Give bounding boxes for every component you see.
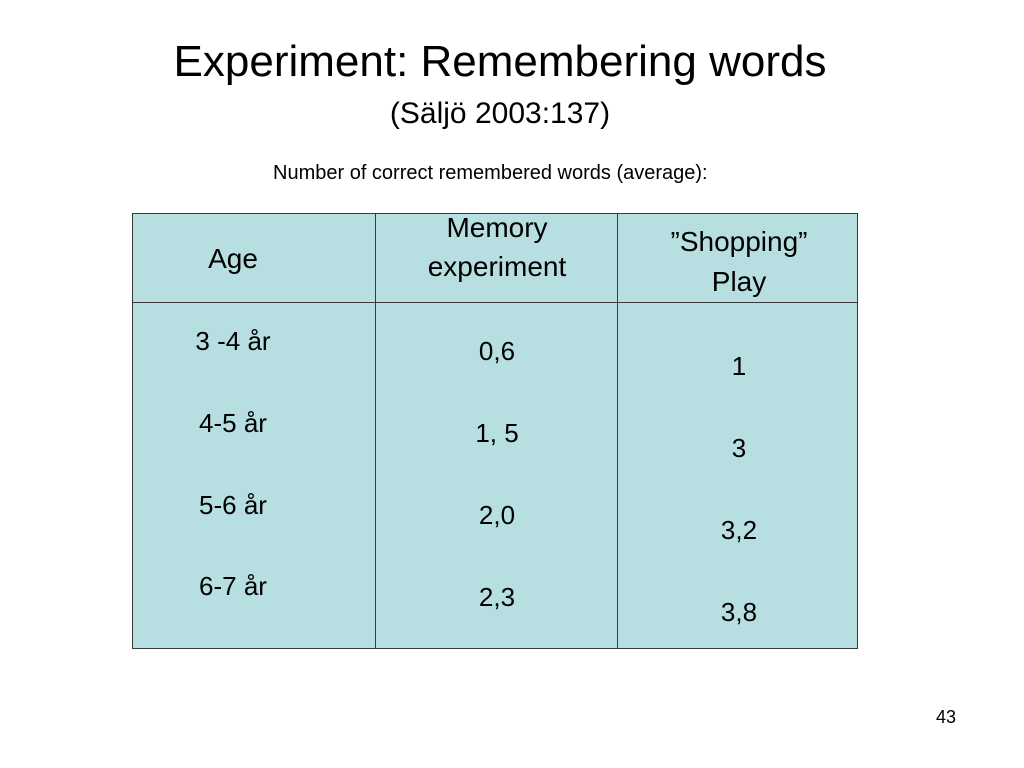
cell-age: 4-5 år [199,408,267,438]
slide-title: Experiment: Remembering words [173,37,827,86]
page-number: 43 [936,707,957,727]
column-divider [375,214,376,648]
cell-age: 3 -4 år [195,326,271,356]
cell-age: 5-6 år [199,490,267,520]
slide-subtitle: (Säljö 2003:137) [389,97,611,130]
cell-shopping: 3,2 [720,515,758,545]
cell-memory: 1, 5 [475,418,519,448]
cell-shopping: 3 [731,433,747,463]
header-age: Age [208,243,258,274]
header-memory-line1: Memory [446,212,548,243]
header-shopping-line1: ”Shopping” [670,226,808,257]
header-divider [133,302,857,303]
cell-age: 6-7 år [199,571,267,601]
cell-memory: 0,6 [478,336,516,366]
cell-shopping: 1 [731,351,747,381]
cell-memory: 2,0 [478,500,516,530]
header-memory-line2: experiment [427,251,567,282]
table-caption: Number of correct remembered words (aver… [273,162,708,184]
cell-memory: 2,3 [478,582,516,612]
results-table: Age Memory experiment ”Shopping” Play 3 … [132,212,858,649]
header-shopping-line2: Play [711,266,767,297]
column-divider [617,214,618,648]
cell-shopping: 3,8 [720,597,758,627]
